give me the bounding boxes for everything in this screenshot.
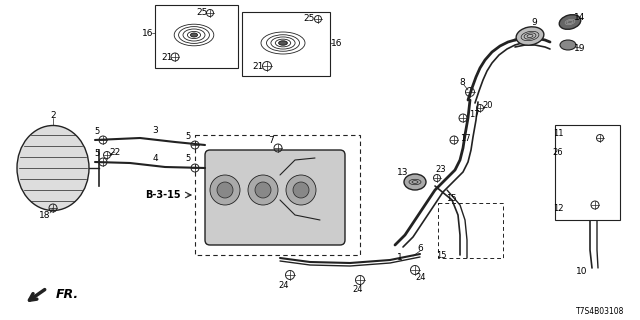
Ellipse shape	[17, 125, 89, 211]
Bar	[555, 125, 620, 220]
Text: 2: 2	[50, 110, 56, 119]
Ellipse shape	[191, 33, 198, 37]
Circle shape	[217, 182, 233, 198]
Text: T7S4B03108: T7S4B03108	[576, 308, 624, 316]
Circle shape	[255, 182, 271, 198]
Text: 8: 8	[459, 77, 465, 86]
Circle shape	[293, 182, 309, 198]
Text: 5: 5	[94, 148, 100, 157]
Bar	[438, 203, 503, 258]
Text: 10: 10	[576, 268, 588, 276]
Text: 22: 22	[109, 148, 120, 156]
Ellipse shape	[516, 27, 544, 45]
Text: 24: 24	[279, 281, 289, 290]
Text: 5: 5	[186, 154, 191, 163]
Text: 7: 7	[268, 135, 274, 145]
FancyBboxPatch shape	[205, 150, 345, 245]
Text: 26: 26	[553, 148, 563, 156]
Text: 21: 21	[161, 52, 173, 61]
Text: 17: 17	[468, 109, 479, 118]
Text: 11: 11	[553, 129, 563, 138]
Text: 23: 23	[436, 164, 446, 173]
Text: 16: 16	[142, 28, 154, 37]
Ellipse shape	[404, 174, 426, 190]
Circle shape	[286, 175, 316, 205]
Text: 1: 1	[397, 253, 403, 262]
Text: 9: 9	[531, 18, 537, 27]
Text: 12: 12	[553, 204, 563, 212]
Text: 17: 17	[460, 133, 470, 142]
Ellipse shape	[279, 41, 287, 45]
Bar	[242, 12, 330, 76]
Text: 24: 24	[416, 274, 426, 283]
Text: 20: 20	[483, 100, 493, 109]
Ellipse shape	[559, 15, 580, 29]
Text: 15: 15	[445, 194, 456, 203]
Text: 19: 19	[574, 44, 586, 52]
Text: 6: 6	[417, 244, 423, 252]
Text: 4: 4	[152, 154, 158, 163]
Text: B-3-15: B-3-15	[145, 190, 181, 200]
Text: 21: 21	[252, 61, 264, 70]
Text: 5: 5	[186, 132, 191, 140]
Text: 14: 14	[574, 12, 586, 21]
Bar	[195, 135, 360, 255]
Ellipse shape	[560, 40, 576, 50]
Text: FR.: FR.	[56, 289, 79, 301]
Text: 3: 3	[152, 125, 158, 134]
Text: 24: 24	[353, 285, 364, 294]
Text: 25: 25	[303, 13, 315, 22]
Bar	[155, 5, 238, 68]
Text: 15: 15	[436, 251, 446, 260]
Text: 16: 16	[332, 38, 343, 47]
Circle shape	[210, 175, 240, 205]
Text: 25: 25	[196, 7, 208, 17]
Circle shape	[248, 175, 278, 205]
Text: 18: 18	[39, 211, 51, 220]
Text: 13: 13	[397, 167, 409, 177]
Text: 5: 5	[94, 126, 100, 135]
